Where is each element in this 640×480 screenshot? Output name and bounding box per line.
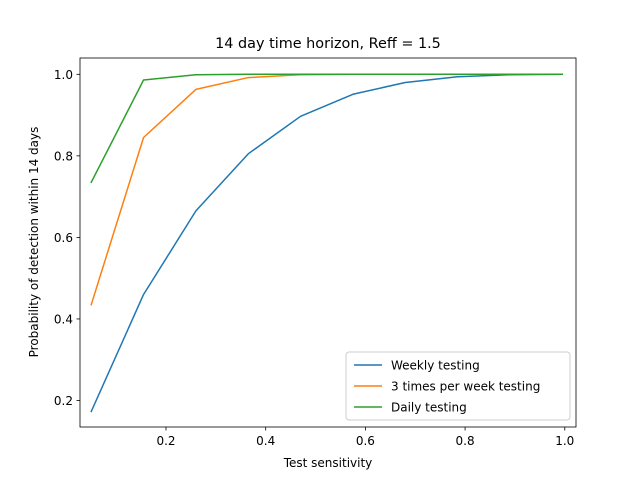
x-tick-label: 0.2 [156, 434, 175, 448]
y-tick-label: 0.8 [54, 149, 73, 163]
x-axis-label: Test sensitivity [283, 456, 373, 470]
x-tick-label: 0.6 [356, 434, 375, 448]
legend-label-3: Daily testing [391, 401, 467, 415]
x-tick-label: 1.0 [555, 434, 574, 448]
y-tick-label: 0.2 [54, 394, 73, 408]
series-line-3 [90, 73, 564, 184]
chart-title: 14 day time horizon, Reff = 1.5 [215, 36, 441, 52]
plot-frame [79, 57, 577, 428]
legend-label-2: 3 times per week testing [391, 380, 540, 394]
legend: Weekly testing 3 times per week testing Da… [345, 351, 571, 421]
legend-box [345, 351, 571, 421]
y-tick-label: 1.0 [54, 68, 73, 82]
legend-label-1: Weekly testing [391, 359, 480, 373]
y-tick-label: 0.6 [54, 231, 73, 245]
x-tick-label: 0.4 [256, 434, 275, 448]
y-tick-label: 0.4 [54, 312, 73, 326]
y-axis-label: Probability of detection within 14 days [27, 127, 41, 358]
x-tick-label: 0.8 [456, 434, 475, 448]
series-line-1 [90, 73, 564, 413]
